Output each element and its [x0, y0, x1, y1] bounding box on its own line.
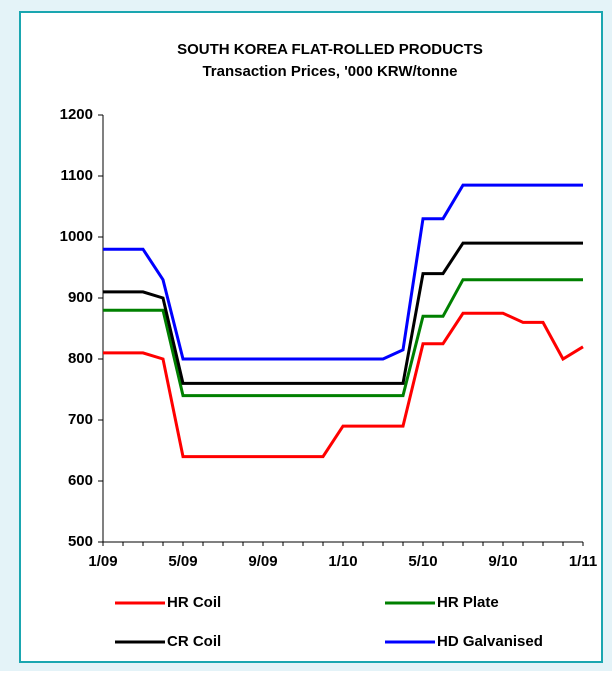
y-tick-label: 1100: [60, 167, 93, 184]
x-tick-label: 1/10: [328, 553, 357, 570]
x-tick-label: 5/10: [408, 553, 437, 570]
legend-label: HR Plate: [437, 594, 499, 611]
y-tick-label: 800: [68, 350, 93, 367]
series-line: [103, 278, 583, 398]
x-tick-label: 9/10: [488, 553, 517, 570]
y-tick-label: 700: [68, 411, 93, 428]
y-tick-label: 1200: [60, 106, 93, 123]
x-tick-label: 5/09: [168, 553, 197, 570]
x-tick-label: 1/09: [88, 553, 117, 570]
chart-subtitle: Transaction Prices, '000 KRW/tonne: [202, 63, 457, 80]
y-tick-label: 1000: [60, 228, 93, 245]
y-tick-label: 600: [68, 472, 93, 489]
x-tick-label: 1/11: [569, 553, 597, 570]
series-line: [103, 241, 583, 385]
series-line: [103, 311, 584, 459]
y-tick-label: 900: [68, 289, 93, 306]
legend-label: HR Coil: [167, 594, 221, 611]
series-line: [103, 183, 583, 361]
x-tick-label: 9/09: [248, 553, 277, 570]
y-tick-label: 500: [68, 533, 93, 550]
legend-label: HD Galvanised: [437, 633, 543, 650]
panel: [19, 11, 603, 663]
legend-label: CR Coil: [167, 633, 221, 650]
chart-title: SOUTH KOREA FLAT-ROLLED PRODUCTS: [177, 41, 483, 58]
